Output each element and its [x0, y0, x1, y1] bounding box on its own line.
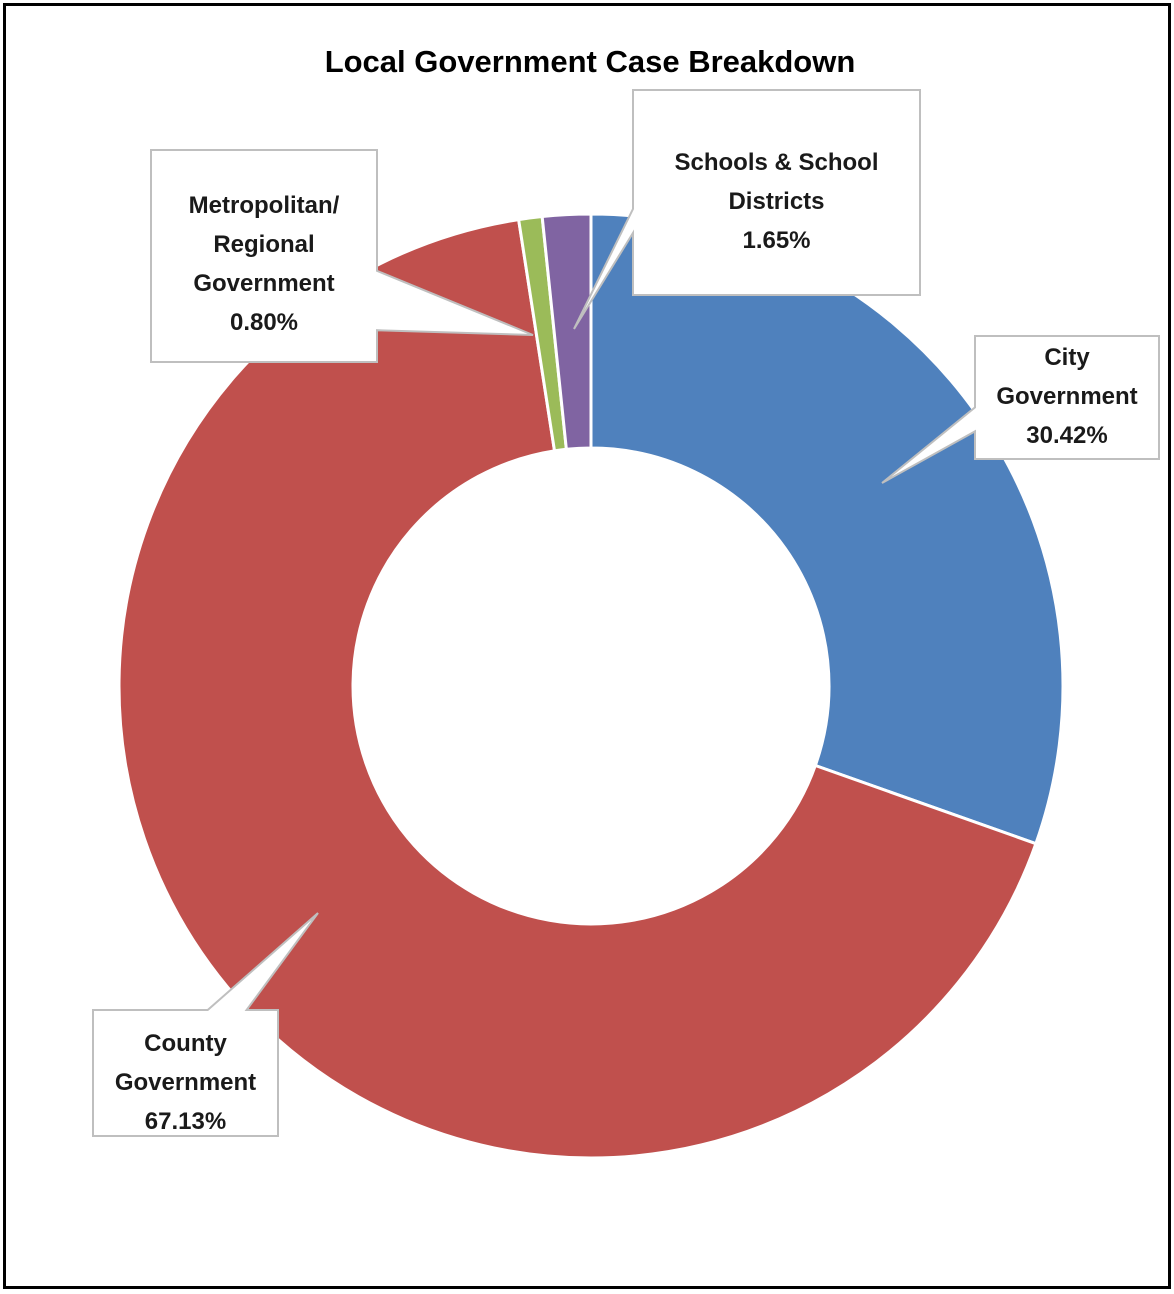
- callout-box: [573, 89, 921, 330]
- data-label-name: Metropolitan/: [189, 192, 340, 219]
- callout-schools-school-districts: Schools & School Districts 1.65%: [573, 89, 921, 330]
- slice-schools-school-districts: [540, 212, 593, 451]
- data-label-name: City: [1044, 344, 1090, 371]
- callout-county-government: County Government 67.13%: [92, 912, 319, 1137]
- data-label-value: 1.65%: [742, 227, 810, 254]
- data-label-value: 0.80%: [230, 309, 298, 336]
- chart-title: Local Government Case Breakdown: [325, 44, 856, 79]
- data-label-name: Districts: [728, 188, 824, 215]
- data-label-name: Government: [115, 1069, 256, 1096]
- slice-city-government: [589, 212, 1065, 846]
- data-label-name: Regional: [213, 231, 314, 258]
- data-label-name: Government: [996, 383, 1137, 410]
- callout-metropolitan-regional-government: Metropolitan/Regional Government 0.80%: [150, 149, 534, 363]
- callout-box: [92, 912, 319, 1137]
- callout-city-government: City Government 30.42%: [881, 335, 1160, 484]
- data-label-name: County: [144, 1030, 227, 1057]
- data-label-value: 67.13%: [145, 1108, 226, 1135]
- data-label-name: Schools & School: [674, 149, 878, 176]
- labels-layer: City Government 30.42% County Government 67.1…: [92, 89, 1160, 1137]
- callout-box: [150, 149, 534, 363]
- callout-box: [881, 335, 1160, 484]
- data-label-name: Government: [193, 270, 334, 297]
- data-label-value: 30.42%: [1026, 422, 1107, 449]
